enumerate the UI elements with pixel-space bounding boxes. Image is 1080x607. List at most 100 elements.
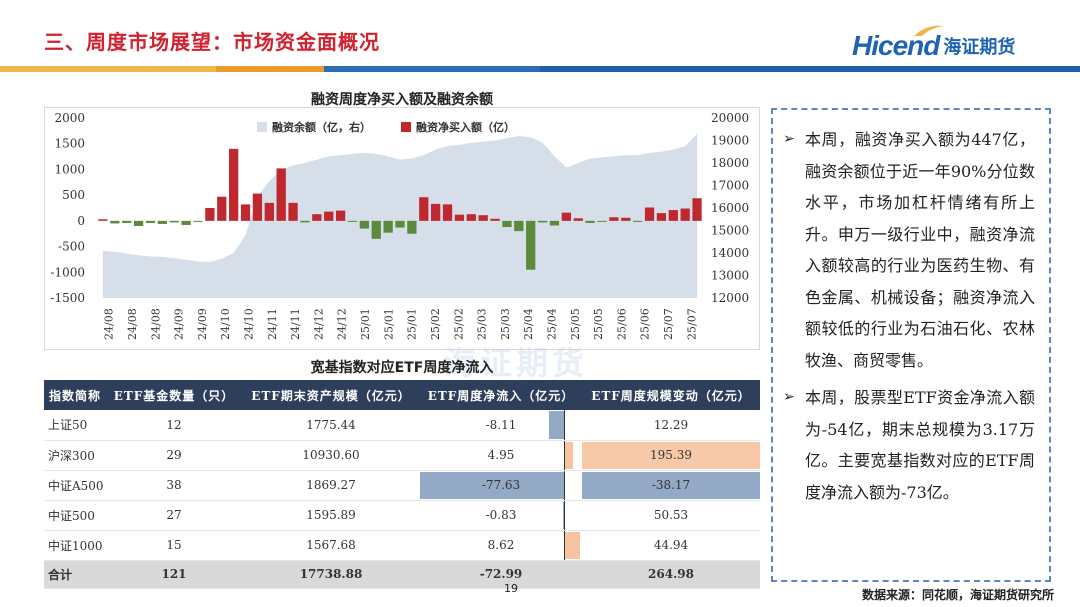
net-buy-bar bbox=[193, 220, 203, 222]
header-divider-bar bbox=[0, 66, 1080, 72]
net-buy-bar bbox=[145, 220, 156, 223]
size-change: 12.29 bbox=[582, 410, 760, 441]
net-buy-bar bbox=[466, 214, 476, 221]
net-buy-bar bbox=[514, 220, 524, 232]
commentary-bullet: ➢ 本周，融资净买入额为447亿，融资余额位于近一年90%分位数水平，市场加杠杆… bbox=[783, 124, 1035, 376]
table-row: 中证A500 38 1869.27 -77.63 -38.17 bbox=[44, 470, 760, 501]
col-header-assets: ETF期末资产规模（亿元） bbox=[242, 380, 420, 410]
net-buy-bar bbox=[347, 220, 358, 222]
arrow-bullet-icon: ➢ bbox=[783, 131, 795, 147]
net-buy-bar bbox=[668, 210, 678, 221]
fund-count: 12 bbox=[106, 410, 242, 441]
net-buy-bar bbox=[419, 197, 429, 221]
net-buy-bar bbox=[680, 208, 690, 221]
weekly-flow: 4.95 bbox=[420, 440, 582, 471]
fund-count: 15 bbox=[106, 530, 242, 561]
x-axis-tick-label: 25/02 bbox=[452, 308, 465, 340]
right-axis-tick-label: 17000 bbox=[711, 179, 749, 193]
x-axis-tick-label: 25/05 bbox=[569, 308, 582, 340]
net-buy-bar bbox=[549, 220, 560, 226]
fund-count: 29 bbox=[106, 440, 242, 471]
left-axis-tick-label: 2000 bbox=[54, 111, 85, 125]
x-axis-tick-label: 24/12 bbox=[312, 308, 325, 340]
logo-wordmark: Hicend bbox=[852, 30, 940, 61]
asset-size: 1869.27 bbox=[242, 470, 420, 501]
x-axis-tick-label: 25/03 bbox=[499, 308, 512, 340]
net-buy-bar bbox=[633, 220, 643, 222]
net-buy-bar bbox=[442, 204, 453, 221]
x-axis-tick-label: 24/09 bbox=[196, 308, 209, 340]
flow-zero-axis bbox=[564, 470, 566, 500]
net-buy-bar bbox=[644, 207, 655, 221]
x-axis-tick-label: 25/04 bbox=[546, 308, 559, 340]
net-buy-bar bbox=[181, 220, 191, 225]
flow-data-bar bbox=[420, 471, 565, 499]
net-buy-bar bbox=[288, 202, 298, 221]
etf-flow-table: 指数简称 ETF基金数量（只） ETF期末资产规模（亿元） ETF周度净流入（亿… bbox=[44, 380, 760, 589]
size-change: 50.53 bbox=[582, 500, 760, 531]
data-source: 数据来源：同花顺，海证期货研究所 bbox=[861, 588, 1054, 602]
net-buy-bar bbox=[359, 220, 369, 229]
net-buy-bar bbox=[122, 220, 132, 223]
x-axis-tick-label: 24/11 bbox=[289, 308, 302, 340]
weekly-flow: -8.11 bbox=[420, 410, 582, 441]
table-row: 沪深300 29 10930.60 4.95 195.39 bbox=[44, 440, 760, 471]
table-row: 上证50 12 1775.44 -8.11 12.29 bbox=[44, 410, 760, 441]
index-name: 上证50 bbox=[44, 410, 106, 441]
page-number: 19 bbox=[504, 582, 518, 595]
size-change: -38.17 bbox=[582, 470, 760, 501]
col-header-change: ETF周度规模变动（亿元） bbox=[582, 380, 760, 410]
net-buy-bar bbox=[205, 208, 215, 221]
table-header-row: 指数简称 ETF基金数量（只） ETF期末资产规模（亿元） ETF周度净流入（亿… bbox=[44, 380, 760, 410]
left-axis-tick-label: 1000 bbox=[54, 162, 85, 176]
net-buy-bar bbox=[526, 220, 536, 270]
index-name: 沪深300 bbox=[44, 440, 106, 471]
net-buy-bar bbox=[609, 217, 619, 221]
total-count: 121 bbox=[106, 560, 242, 589]
table-row: 中证500 27 1595.89 -0.83 50.53 bbox=[44, 500, 760, 531]
arrow-bullet-icon: ➢ bbox=[783, 389, 795, 405]
margin-financing-chart: 2000 1500 1000 500 0 -500 -1000 -1500 20000 19000… bbox=[44, 107, 760, 350]
x-axis-tick-label: 24/11 bbox=[266, 308, 279, 340]
net-buy-bar bbox=[692, 198, 702, 221]
net-buy-bar bbox=[240, 204, 251, 221]
net-buy-bar bbox=[217, 196, 227, 221]
table-total-row: 合计 121 17738.88 -72.99 264.98 bbox=[44, 560, 760, 589]
size-change: 44.94 bbox=[582, 530, 760, 561]
weekly-flow: -77.63 bbox=[420, 470, 582, 501]
commentary-text: 本周，股票型ETF资金净流入额为-54亿，期末总规模为3.17万亿。主要宽基指数… bbox=[805, 388, 1035, 502]
x-axis-tick-label: 24/08 bbox=[126, 308, 139, 340]
left-axis-tick-label: 1500 bbox=[54, 137, 85, 151]
net-buy-bar bbox=[561, 212, 571, 221]
x-axis-tick-label: 24/08 bbox=[149, 308, 162, 340]
net-buy-bar bbox=[300, 220, 310, 223]
chart-canvas: 2000 1500 1000 500 0 -500 -1000 -1500 20000 19000… bbox=[50, 111, 749, 340]
left-axis-tick-label: -500 bbox=[58, 240, 85, 254]
x-axis-tick-label: 25/01 bbox=[359, 308, 372, 340]
flow-zero-axis bbox=[564, 530, 566, 560]
left-axis-tick-label: 500 bbox=[62, 188, 85, 202]
net-buy-bar bbox=[395, 220, 405, 228]
fund-count: 27 bbox=[106, 500, 242, 531]
balance-area bbox=[102, 133, 698, 298]
right-axis-tick-label: 18000 bbox=[711, 156, 749, 170]
flow-zero-axis bbox=[564, 500, 566, 530]
net-buy-bar bbox=[252, 193, 263, 221]
net-buy-bar bbox=[110, 220, 120, 224]
net-buy-bar bbox=[312, 214, 322, 221]
table-row: 中证1000 15 1567.68 8.62 44.94 bbox=[44, 530, 760, 561]
net-buy-bar bbox=[490, 218, 500, 221]
flow-data-bar bbox=[564, 441, 574, 469]
net-buy-bar bbox=[169, 220, 179, 223]
x-axis-tick-label: 25/04 bbox=[522, 308, 535, 340]
weekly-flow: 8.62 bbox=[420, 530, 582, 561]
weekly-flow: -0.83 bbox=[420, 500, 582, 531]
x-axis-tick-label: 25/06 bbox=[639, 308, 652, 340]
net-buy-bar bbox=[597, 220, 607, 222]
left-axis-tick-label: -1500 bbox=[50, 291, 85, 305]
total-change: 264.98 bbox=[582, 560, 760, 589]
asset-size: 10930.60 bbox=[242, 440, 420, 471]
flow-data-bar bbox=[564, 531, 581, 559]
change-data-bar bbox=[582, 441, 760, 469]
right-axis-tick-label: 15000 bbox=[711, 224, 749, 238]
